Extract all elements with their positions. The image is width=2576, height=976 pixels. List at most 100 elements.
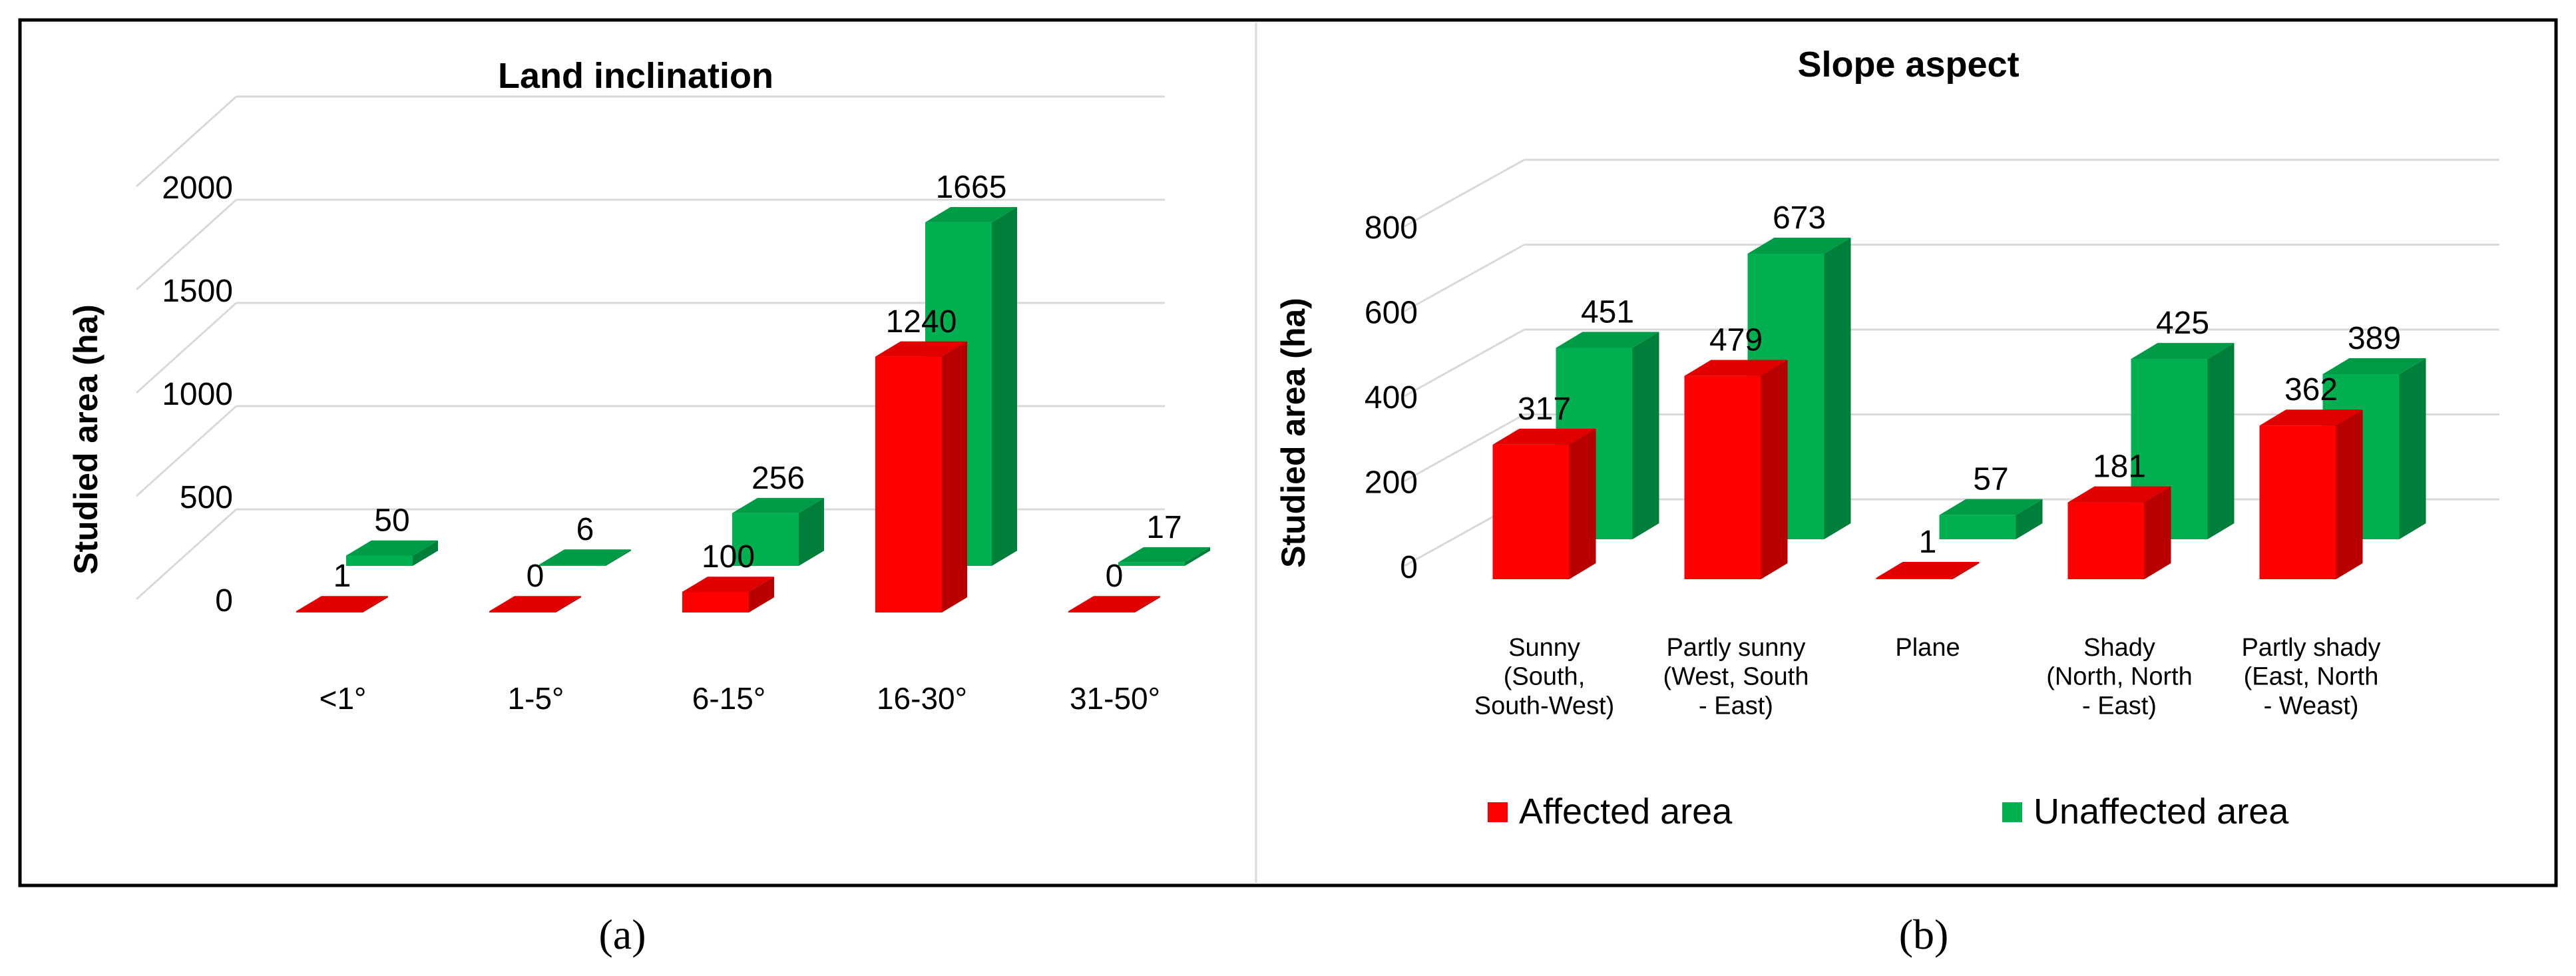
y-tick-label: 0 <box>215 583 233 618</box>
gridline-diagonal <box>1404 158 1525 228</box>
bar-affected <box>2259 409 2363 579</box>
x-tick-line: South-West) <box>1474 692 1614 720</box>
bar-top <box>1747 237 1851 254</box>
bar-side <box>1135 596 1160 612</box>
bar-front <box>875 356 942 612</box>
bar-side <box>2399 358 2426 539</box>
bar-side <box>606 549 631 566</box>
data-label: 673 <box>1773 200 1826 236</box>
x-tick-line: Partly sunny <box>1666 634 1805 662</box>
x-tick-label: 31-50° <box>1070 681 1160 716</box>
data-label: 1 <box>333 559 351 594</box>
x-tick-label: 16-30° <box>877 681 967 716</box>
x-tick-label: Plane <box>1895 634 1960 662</box>
y-tick-label: 2000 <box>162 170 233 206</box>
x-tick-line: (East, North <box>2244 663 2379 691</box>
bar-side <box>363 596 388 612</box>
y-axis-label: Studied area (ha) <box>67 304 105 575</box>
data-label: 6 <box>576 512 594 547</box>
bar-top <box>1556 332 1659 348</box>
bar-unaffected <box>732 497 824 566</box>
data-label: 57 <box>1973 462 2008 497</box>
data-label: 425 <box>2156 306 2209 341</box>
bar-top <box>682 577 774 592</box>
legend-label-unaffected: Unaffected area <box>2034 792 2289 832</box>
bar-side <box>1824 237 1851 539</box>
gridline-diagonal <box>135 198 238 291</box>
legend: Affected area Unaffected area <box>1488 792 2289 832</box>
x-tick-label: 1-5° <box>508 681 564 716</box>
bar-front <box>1068 611 1135 612</box>
x-tick-label: 6-15° <box>692 681 765 716</box>
caption-b: (b) <box>1899 911 1949 958</box>
bar-top <box>1118 547 1210 563</box>
data-label: 1665 <box>936 170 1007 205</box>
data-label: 451 <box>1581 294 1634 330</box>
data-label: 0 <box>1106 559 1124 594</box>
bar-side <box>992 207 1017 566</box>
chart-title: Land inclination <box>498 56 773 96</box>
x-tick-line: Partly shady <box>2241 634 2380 662</box>
bar-side <box>942 341 967 612</box>
bar-top <box>875 341 967 357</box>
data-label: 181 <box>2093 449 2146 485</box>
bar-top <box>346 540 438 556</box>
land-inclination-chart: Land inclination Studied area (ha) 05001… <box>67 56 1210 716</box>
bar-top <box>539 549 631 565</box>
bar-top <box>1876 562 1980 578</box>
y-tick-labels: 0 200 400 600 800 <box>1365 210 1418 585</box>
gridline-diagonal <box>1404 413 1525 482</box>
bar-affected <box>296 596 388 612</box>
bar-side <box>1952 562 1980 579</box>
gridline-diagonal <box>1404 328 1525 397</box>
bar-affected <box>2067 486 2171 579</box>
bar-top <box>1068 596 1160 611</box>
x-tick-label: <1° <box>320 681 367 716</box>
y-tick-label: 0 <box>1400 550 1418 585</box>
x-tick-line: (South, <box>1504 663 1586 691</box>
y-tick-label: 600 <box>1365 296 1418 331</box>
bar-front <box>682 592 749 612</box>
data-label: 1 <box>1919 525 1937 560</box>
gridline-diagonal <box>135 95 238 188</box>
bar-front <box>2067 502 2145 579</box>
bar-side <box>556 596 581 612</box>
y-tick-label: 200 <box>1365 465 1418 501</box>
x-tick-line: Shady <box>2083 634 2155 662</box>
bar-front <box>1492 444 1570 579</box>
x-tick-labels: Sunny (South, South-West) Partly sunny (West… <box>1474 634 2381 720</box>
slope-aspect-chart: Slope aspect Studied area (ha) 0 200 400 60… <box>1275 45 2499 832</box>
data-label: 317 <box>1518 391 1571 427</box>
bar-front <box>1876 578 1953 579</box>
x-tick-line: 6-15° <box>692 681 765 716</box>
bar-front <box>732 513 799 566</box>
data-label: 1240 <box>886 304 957 340</box>
x-tick-label: Partly shady (East, North - Weast) <box>2241 634 2380 720</box>
legend-swatch-affected <box>1488 802 1508 822</box>
bar-front <box>489 611 556 612</box>
bar-affected <box>1492 428 1596 579</box>
legend-label-affected: Affected area <box>1519 792 1733 832</box>
bar-side <box>2144 486 2171 579</box>
y-tick-label: 1500 <box>162 274 233 309</box>
bar-side <box>1569 428 1596 579</box>
bar-top <box>296 596 388 611</box>
bar-affected <box>1684 360 1788 579</box>
bar-affected <box>1876 562 1980 579</box>
bar-front <box>296 611 363 612</box>
data-label: 479 <box>1709 323 1763 358</box>
bar-front <box>539 565 606 566</box>
bar-top <box>489 596 581 611</box>
bar-side <box>1761 360 1788 579</box>
x-tick-line: - East) <box>1699 692 1773 720</box>
bar-top <box>1492 428 1596 445</box>
bar-affected <box>682 577 774 612</box>
bar-top <box>2067 486 2171 503</box>
bar-side <box>413 540 438 566</box>
data-label: 0 <box>527 559 544 594</box>
bar-side <box>749 577 774 612</box>
data-label: 362 <box>2284 372 2338 407</box>
data-label: 256 <box>751 461 805 496</box>
bar-affected <box>489 596 581 612</box>
